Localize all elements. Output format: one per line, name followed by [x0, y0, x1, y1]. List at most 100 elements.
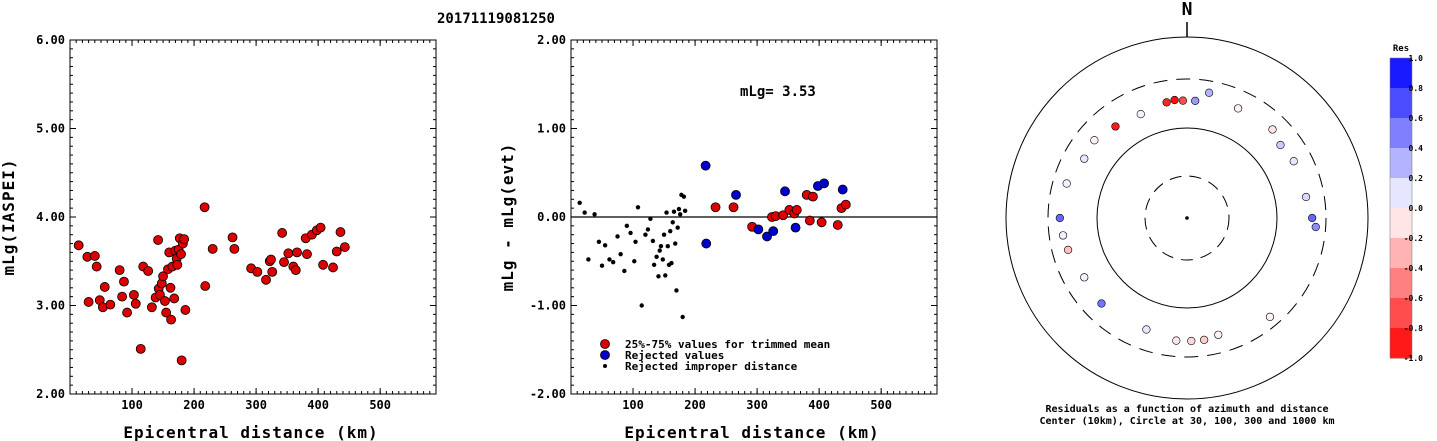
data-point — [119, 276, 129, 287]
data-point — [656, 274, 661, 279]
data-point — [651, 262, 657, 267]
data-point — [728, 202, 739, 213]
data-point — [840, 199, 851, 210]
data-point — [610, 259, 616, 265]
colorbar-frame — [1389, 57, 1413, 359]
colorbar-segment — [1390, 268, 1412, 299]
x-tick-label: 500 — [369, 398, 391, 412]
data-point — [176, 249, 186, 260]
data-point — [677, 212, 683, 217]
data-point — [91, 261, 102, 272]
y-tick-label: 0.00 — [537, 210, 566, 224]
data-point — [808, 191, 818, 202]
legend-marker-rejected — [600, 350, 610, 360]
magnitude-scatter-panel: mLg(IASPEI) Epicentral distance (km) 2.0… — [0, 33, 437, 441]
data-point — [596, 239, 602, 244]
data-point — [227, 232, 238, 243]
polar-caption-line2: Center (10km), Circle at 30, 100, 300 an… — [1039, 415, 1334, 427]
colorbar-tick-label: 0.8 — [1409, 84, 1424, 93]
circle-1000km — [1005, 36, 1369, 400]
x-axis-label: Epicentral distance (km) — [624, 423, 879, 441]
y-tick-label: 6.00 — [36, 33, 65, 47]
residual-scatter-panel: mLg - mLg(evt) Epicentral distance (km) … — [498, 33, 938, 441]
data-point — [318, 259, 328, 270]
colorbar-title: Res — [1393, 44, 1409, 54]
circle-300km — [1047, 78, 1327, 358]
data-point — [114, 265, 125, 276]
data-point — [790, 222, 801, 233]
colorbar-segment — [1390, 298, 1412, 329]
station-residual-point — [1276, 140, 1285, 150]
data-point — [762, 231, 772, 242]
data-point — [328, 262, 338, 273]
colorbar-segment — [1390, 178, 1412, 209]
data-point — [172, 259, 183, 270]
station-residual-point — [1136, 110, 1145, 119]
data-point — [290, 265, 301, 276]
y-axis-label: mLg - mLg(evt) — [498, 143, 517, 292]
station-residual-point — [1265, 312, 1275, 321]
station-residual-point — [1200, 335, 1209, 344]
colorbar-tick-label: -0.6 — [1404, 294, 1423, 303]
colorbar-tick-label: -0.4 — [1404, 264, 1423, 273]
data-point — [628, 230, 633, 236]
colorbar-segment — [1390, 148, 1412, 179]
station-residual-point — [1289, 157, 1298, 166]
colorbar-segment — [1390, 88, 1412, 119]
station-residual-point — [1204, 88, 1214, 97]
legend: 25%-75% values for trimmed mean Rejected… — [600, 338, 830, 373]
data-point — [657, 248, 662, 253]
data-point — [701, 238, 712, 249]
data-point — [622, 268, 627, 274]
data-point — [804, 215, 815, 226]
data-point — [130, 298, 141, 309]
data-point — [166, 314, 177, 325]
colorbar-tick-label: -1.0 — [1404, 354, 1423, 363]
x-axis-label: Epicentral distance (km) — [123, 423, 378, 441]
page-title: 20171119081250 — [437, 11, 555, 27]
x-tick-label: 400 — [808, 398, 830, 412]
azimuth-residual-plot: N Residuals as a function of azimuth and… — [1005, 0, 1424, 427]
epicenter-dot — [1185, 216, 1189, 220]
colorbar-tick-label: 1.0 — [1409, 54, 1424, 63]
y-tick-label: 4.00 — [36, 210, 65, 224]
data-point — [160, 296, 170, 306]
colorbar-tick-label: 0.6 — [1409, 114, 1424, 123]
data-point — [615, 234, 620, 239]
station-residual-point — [1172, 336, 1181, 345]
data-point — [200, 281, 211, 291]
data-point — [768, 226, 779, 237]
data-point — [577, 200, 582, 206]
data-point — [624, 223, 630, 229]
data-point — [339, 242, 350, 252]
station-residual-point — [1058, 231, 1068, 240]
data-point — [279, 257, 289, 268]
data-point — [673, 241, 678, 246]
data-point — [261, 274, 271, 285]
station-residual-point — [1111, 122, 1120, 131]
data-point — [122, 307, 132, 318]
legend-label-improper: Rejected improper distance — [625, 360, 798, 373]
x-tick-label: 400 — [307, 398, 329, 412]
station-residual-point — [1187, 336, 1196, 346]
legend-label-trimmed: 25%-75% values for trimmed mean — [625, 338, 830, 351]
data-point — [670, 220, 675, 225]
data-point — [592, 212, 597, 217]
data-point — [639, 303, 644, 308]
data-point — [660, 257, 666, 262]
colorbar-segment — [1390, 118, 1412, 149]
data-point — [668, 228, 673, 234]
data-point — [791, 205, 802, 215]
station-residual-point — [1234, 104, 1243, 113]
data-point — [731, 189, 741, 200]
data-point — [675, 225, 680, 230]
data-point — [105, 299, 116, 310]
data-point — [73, 240, 84, 251]
station-residual-point — [1301, 192, 1311, 202]
data-point — [643, 232, 648, 237]
colorbar-tick-label: 0.4 — [1409, 144, 1424, 153]
y-tick-label: 2.00 — [36, 387, 65, 401]
data-point — [599, 263, 605, 268]
colorbar-tick-label: 0.2 — [1409, 174, 1424, 183]
data-point — [676, 206, 682, 212]
